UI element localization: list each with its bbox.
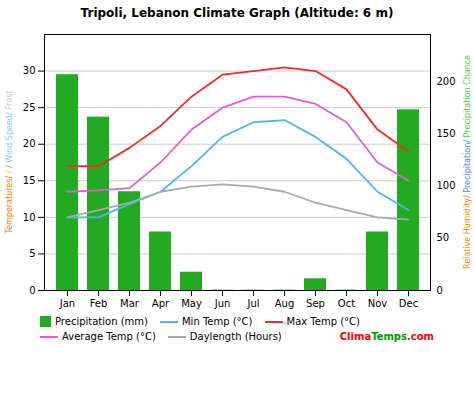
svg-text:Nov: Nov [368,298,388,309]
svg-text:Dec: Dec [399,298,418,309]
html-text:Tripoli, Lebanon Climate Graph: Tripoli, Lebanon Climate Graph (Altitude… [80,6,394,20]
svg-text:Oct: Oct [338,298,355,309]
html-text:Average Temp (°C): Average Temp (°C) [62,331,156,342]
html-text:Max Temp (°C): Max Temp (°C) [286,316,360,327]
svg-text:150: 150 [437,128,456,139]
svg-text:200: 200 [437,76,456,87]
html-text:Clima Temps.com: Clima Temps.com [339,331,434,342]
svg-text:May: May [181,298,202,309]
svg-text:Sep: Sep [306,298,325,309]
svg-text:Feb: Feb [90,298,108,309]
html-text:Daylength (Hours): Daylength (Hours) [189,331,282,342]
svg-text:100: 100 [437,180,456,191]
svg-text:30: 30 [23,65,36,76]
svg-text:50: 50 [437,232,450,243]
svg-text:0: 0 [437,285,443,296]
svg-text:Jul: Jul [246,298,259,309]
html-text:Min Temp (°C): Min Temp (°C) [182,316,253,327]
svg-text:5: 5 [29,248,35,259]
svg-text:Aug: Aug [275,298,295,309]
svg-text:Mar: Mar [120,298,140,309]
svg-text:Relative Humidity/ Precipitati: Relative Humidity/ Precipitation/ Precip… [463,55,472,269]
svg-text:Jan: Jan [59,298,75,309]
svg-text:15: 15 [23,175,36,186]
svg-text:Temperatures/ / / Wind Speed/: Temperatures/ / / Wind Speed/ Frost [5,91,14,235]
svg-text:Apr: Apr [152,298,170,309]
html-text:Precipitation (mm): Precipitation (mm) [55,316,148,327]
svg-text:25: 25 [23,102,36,113]
svg-text:Jun: Jun [214,298,231,309]
svg-text:0: 0 [29,285,35,296]
svg-text:20: 20 [23,138,36,149]
svg-text:10: 10 [23,212,36,223]
